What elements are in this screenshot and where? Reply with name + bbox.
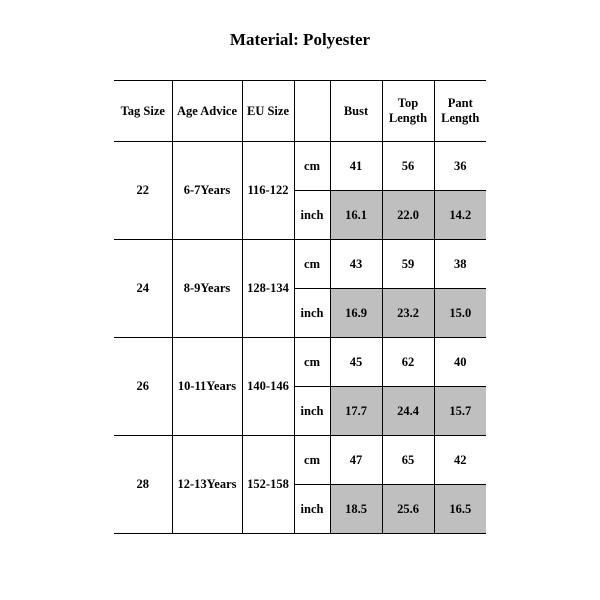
cell-tag-size: 22 <box>114 142 172 240</box>
page: Material: Polyester Tag Size Age Advice … <box>0 0 600 600</box>
cell-bust: 41 <box>330 142 382 191</box>
table-row: 28 12-13Years 152-158 cm 47 65 42 <box>114 436 486 485</box>
cell-eu-size: 116-122 <box>242 142 294 240</box>
cell-unit: cm <box>294 142 330 191</box>
col-pant-length: Pant Length <box>434 81 486 142</box>
cell-top: 62 <box>382 338 434 387</box>
cell-pant: 14.2 <box>434 191 486 240</box>
cell-pant: 42 <box>434 436 486 485</box>
cell-bust: 45 <box>330 338 382 387</box>
cell-pant: 40 <box>434 338 486 387</box>
cell-unit: cm <box>294 436 330 485</box>
col-eu-size: EU Size <box>242 81 294 142</box>
cell-top: 59 <box>382 240 434 289</box>
cell-age-advice: 8-9Years <box>172 240 242 338</box>
cell-unit: inch <box>294 387 330 436</box>
cell-bust: 18.5 <box>330 485 382 534</box>
table-row: 22 6-7Years 116-122 cm 41 56 36 <box>114 142 486 191</box>
cell-top: 25.6 <box>382 485 434 534</box>
cell-top: 23.2 <box>382 289 434 338</box>
col-age-advice: Age Advice <box>172 81 242 142</box>
table-row: 26 10-11Years 140-146 cm 45 62 40 <box>114 338 486 387</box>
cell-pant: 15.7 <box>434 387 486 436</box>
cell-tag-size: 28 <box>114 436 172 534</box>
cell-top: 22.0 <box>382 191 434 240</box>
cell-bust: 47 <box>330 436 382 485</box>
cell-tag-size: 24 <box>114 240 172 338</box>
cell-pant: 15.0 <box>434 289 486 338</box>
cell-top: 24.4 <box>382 387 434 436</box>
cell-unit: cm <box>294 338 330 387</box>
header-row: Tag Size Age Advice EU Size Bust Top Len… <box>114 81 486 142</box>
cell-pant: 38 <box>434 240 486 289</box>
cell-unit: cm <box>294 240 330 289</box>
cell-unit: inch <box>294 485 330 534</box>
cell-bust: 43 <box>330 240 382 289</box>
cell-eu-size: 152-158 <box>242 436 294 534</box>
cell-top: 65 <box>382 436 434 485</box>
cell-age-advice: 6-7Years <box>172 142 242 240</box>
cell-top: 56 <box>382 142 434 191</box>
col-unit <box>294 81 330 142</box>
cell-pant: 16.5 <box>434 485 486 534</box>
cell-bust: 16.1 <box>330 191 382 240</box>
page-title: Material: Polyester <box>0 30 600 50</box>
table-wrap: Tag Size Age Advice EU Size Bust Top Len… <box>60 80 540 534</box>
cell-age-advice: 12-13Years <box>172 436 242 534</box>
cell-age-advice: 10-11Years <box>172 338 242 436</box>
col-tag-size: Tag Size <box>114 81 172 142</box>
col-bust: Bust <box>330 81 382 142</box>
cell-pant: 36 <box>434 142 486 191</box>
cell-eu-size: 128-134 <box>242 240 294 338</box>
cell-unit: inch <box>294 289 330 338</box>
cell-bust: 16.9 <box>330 289 382 338</box>
cell-unit: inch <box>294 191 330 240</box>
size-table: Tag Size Age Advice EU Size Bust Top Len… <box>114 80 486 534</box>
cell-bust: 17.7 <box>330 387 382 436</box>
cell-eu-size: 140-146 <box>242 338 294 436</box>
table-row: 24 8-9Years 128-134 cm 43 59 38 <box>114 240 486 289</box>
cell-tag-size: 26 <box>114 338 172 436</box>
col-top-length: Top Length <box>382 81 434 142</box>
